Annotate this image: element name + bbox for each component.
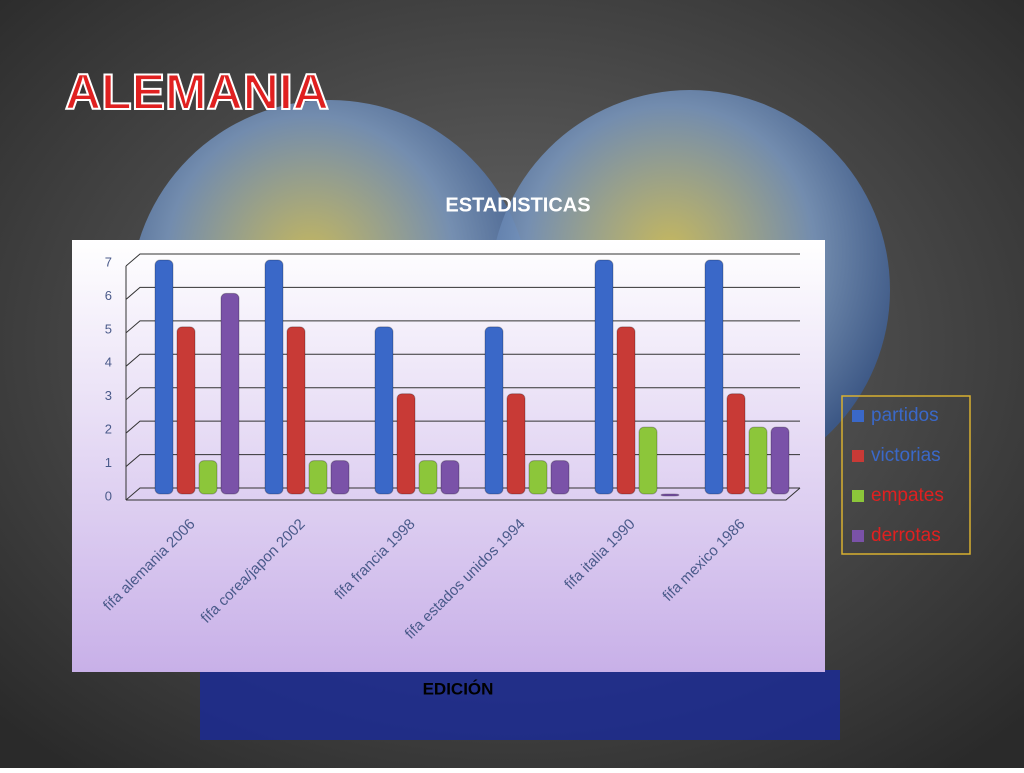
floor — [126, 487, 801, 501]
bar — [440, 460, 460, 495]
y-tick-label: 0 — [105, 488, 112, 503]
y-tick-label: 4 — [105, 355, 112, 370]
bar — [154, 259, 174, 495]
y-tick-label: 7 — [105, 254, 112, 269]
y-tick-label: 3 — [105, 388, 112, 403]
legend-box — [841, 395, 971, 555]
bar — [748, 426, 768, 495]
bar — [594, 259, 614, 495]
bar — [484, 326, 504, 495]
y-tick-label: 2 — [105, 422, 112, 437]
bar — [220, 292, 240, 495]
bar — [330, 460, 350, 495]
legend-label: empates — [871, 485, 944, 506]
bar — [286, 326, 306, 495]
legend-swatch — [852, 490, 864, 502]
bar — [374, 326, 394, 495]
legend-swatch — [852, 530, 864, 542]
bar — [660, 493, 680, 497]
bar — [704, 259, 724, 495]
grid-line — [125, 420, 800, 434]
grid-line — [125, 253, 800, 267]
bar — [528, 460, 548, 495]
bar — [506, 393, 526, 495]
chart-panel — [72, 240, 825, 672]
legend-label: victorias — [871, 445, 941, 466]
grid-line — [125, 320, 800, 334]
y-tick-label: 6 — [105, 288, 112, 303]
fifa-letters — [200, 670, 840, 740]
bar — [308, 460, 328, 495]
grid-line — [125, 286, 800, 300]
bar — [726, 393, 746, 495]
legend-swatch — [852, 450, 864, 462]
chart-title: ESTADISTICAS — [445, 194, 590, 216]
bar — [418, 460, 438, 495]
bar — [198, 460, 218, 495]
y-tick-label: 1 — [105, 455, 112, 470]
grid-line — [125, 353, 800, 367]
bar — [770, 426, 790, 495]
bar — [616, 326, 636, 495]
grid-line — [125, 387, 800, 401]
legend-label: derrotas — [871, 525, 941, 546]
grid-line — [125, 454, 800, 467]
slide-title: ALEMANIA — [65, 64, 329, 120]
bar — [176, 326, 196, 495]
bar — [550, 460, 570, 495]
legend-label: partidos — [871, 405, 939, 426]
x-axis-title: EDICIÓN — [423, 679, 494, 698]
y-tick-label: 5 — [105, 321, 112, 336]
bar — [264, 259, 284, 495]
grid-line — [125, 487, 800, 501]
bar — [638, 426, 658, 495]
bar — [396, 393, 416, 495]
legend-swatch — [852, 410, 864, 422]
